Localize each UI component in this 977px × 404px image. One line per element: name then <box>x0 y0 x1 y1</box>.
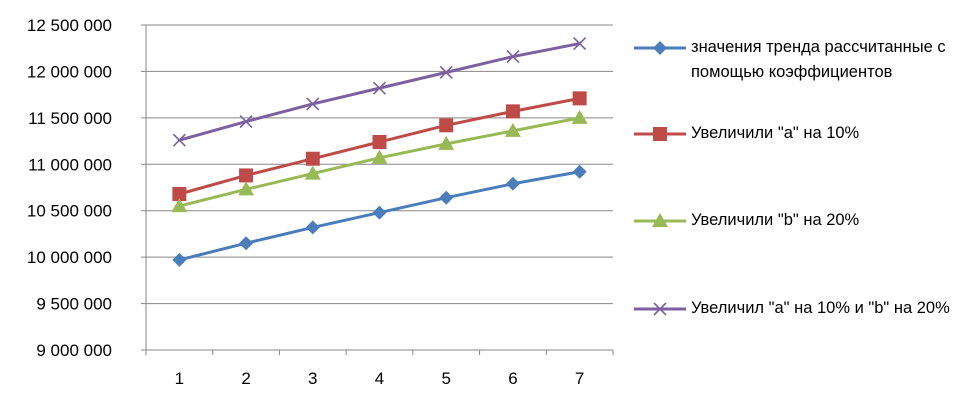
data-point-series-3 <box>504 122 521 137</box>
data-point-series-2 <box>505 104 520 119</box>
data-point-series-1 <box>372 205 387 220</box>
series-line-4 <box>178 42 580 142</box>
x-tick-label: 3 <box>308 369 317 388</box>
data-point-series-3 <box>304 165 321 180</box>
x-tick-label: 2 <box>241 369 250 388</box>
data-point-series-3 <box>438 135 455 150</box>
legend-label-series-3: Увеличили "b" на 20% <box>691 211 860 229</box>
x-marker-stroke <box>573 37 587 51</box>
data-point-series-4 <box>506 50 520 64</box>
data-point-series-2 <box>439 118 454 133</box>
y-tick-label: 11 000 000 <box>28 155 112 174</box>
data-point-series-4 <box>306 97 320 111</box>
data-point-series-2 <box>305 151 320 166</box>
legend-label-series-2: Увеличили "а" на 10% <box>691 124 860 142</box>
legend-marker-series-2 <box>634 127 686 141</box>
x-tick-label: 5 <box>441 369 450 388</box>
y-tick-label: 9 000 000 <box>36 341 112 360</box>
y-tick-label: 10 500 000 <box>27 202 112 221</box>
chart-legend: значения тренда рассчитанные с помощью к… <box>628 0 973 404</box>
x-marker-stroke <box>372 81 387 95</box>
x-marker-stroke <box>239 115 253 129</box>
x-tick-label: 1 <box>175 369 184 388</box>
data-point-series-3 <box>371 149 388 164</box>
data-point-series-3 <box>238 181 255 196</box>
data-point-series-2 <box>372 135 387 149</box>
x-marker-stroke <box>439 65 453 79</box>
data-point-series-1 <box>305 220 320 235</box>
data-point-series-4 <box>172 133 186 147</box>
y-tick-label: 12 500 000 <box>27 16 112 35</box>
y-tick-label: 11 500 000 <box>28 109 112 128</box>
data-point-series-3 <box>171 198 188 213</box>
legend-marker-series-1 <box>634 41 686 55</box>
data-point-series-3 <box>571 109 588 124</box>
data-point-series-2 <box>172 187 187 201</box>
data-point-series-1 <box>439 190 454 205</box>
data-point-series-1 <box>572 164 587 179</box>
y-tick-label: 12 000 000 <box>27 62 112 81</box>
legend-label-series-1: значения тренда рассчитанные с помощью к… <box>691 38 946 81</box>
x-tick-label: 7 <box>575 369 584 388</box>
data-point-series-4 <box>372 81 387 95</box>
data-point-series-4 <box>239 115 253 129</box>
y-tick-label: 9 500 000 <box>36 295 112 314</box>
legend-marker-series-4 <box>634 302 686 316</box>
x-tick-label: 6 <box>508 369 517 388</box>
data-point-series-2 <box>239 168 254 183</box>
data-point-series-1 <box>172 252 187 267</box>
y-tick-label: 10 000 000 <box>27 248 112 267</box>
x-marker-stroke <box>506 50 520 64</box>
data-point-series-2 <box>572 91 587 106</box>
legend-label-series-4: Увеличил "а" на 10% и "b" на 20% <box>691 299 950 317</box>
data-point-series-4 <box>573 37 587 51</box>
data-point-series-4 <box>439 65 453 79</box>
data-point-series-1 <box>505 176 520 191</box>
x-marker-stroke <box>172 133 186 147</box>
x-tick-label: 4 <box>375 369 384 388</box>
data-point-series-1 <box>239 236 254 251</box>
x-marker-stroke <box>306 97 320 111</box>
legend-marker-series-3 <box>634 213 686 227</box>
